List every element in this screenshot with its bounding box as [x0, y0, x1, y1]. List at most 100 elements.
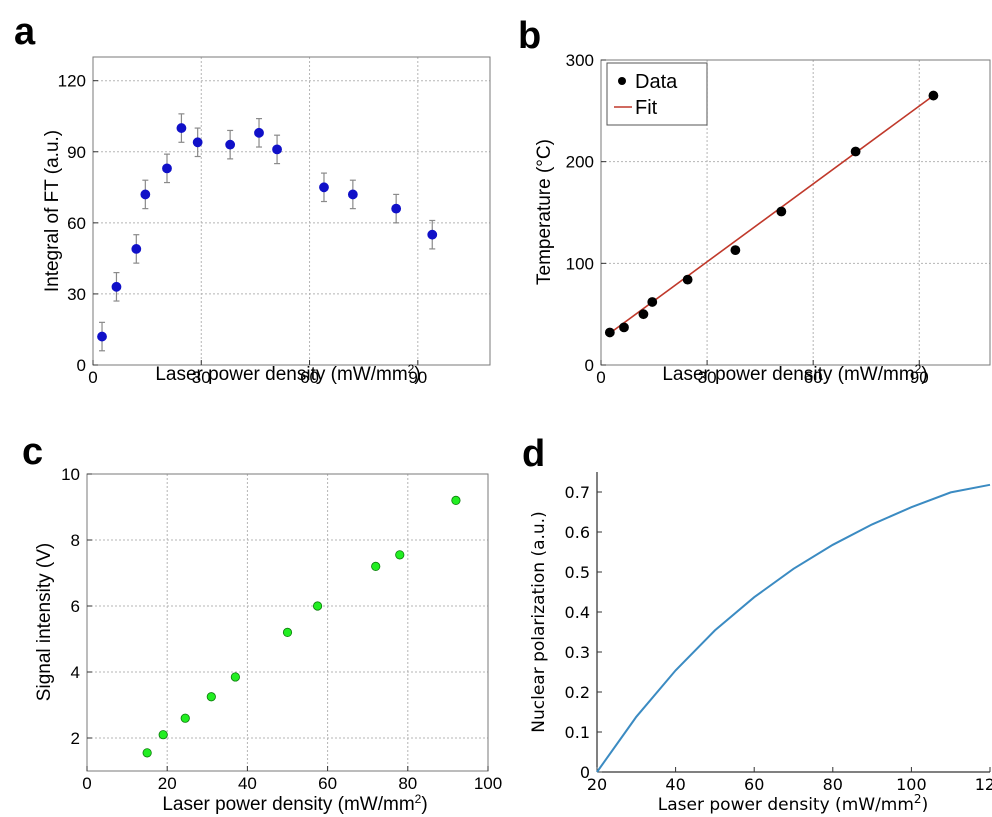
data-point: [319, 182, 329, 193]
x-tick-label: 40: [665, 775, 685, 794]
x-axis-label-superscript: 2: [408, 362, 415, 376]
data-point: [254, 127, 264, 138]
x-axis-label: Laser power density (mW/mm2): [162, 792, 427, 815]
data-point: [176, 123, 187, 133]
data-point: [451, 495, 461, 505]
y-axis-label: Signal intensity (V): [34, 543, 55, 701]
x-axis-label-superscript: 2: [915, 362, 922, 376]
x-axis-label-superscript: 2: [415, 792, 422, 806]
data-point: [158, 730, 168, 740]
x-tick-label: 100: [896, 775, 927, 794]
x-tick-label: 80: [398, 774, 417, 793]
x-tick-label: 40: [238, 774, 257, 793]
panel-label-b: b: [518, 15, 541, 57]
y-tick-label: 0.4: [565, 603, 590, 622]
data-point: [647, 297, 658, 307]
x-axis-label-superscript: 2: [914, 792, 922, 806]
x-axis-label-end: ): [922, 795, 929, 815]
panel-label-a: a: [14, 11, 36, 53]
x-tick-label: 60: [300, 368, 319, 387]
data-point: [140, 189, 151, 200]
x-tick-label: 90: [408, 368, 427, 387]
y-tick-label: 0.3: [565, 643, 590, 662]
data-point: [347, 189, 358, 200]
data-point: [192, 137, 203, 148]
y-axis-label: Nuclear polarization (a.u.): [529, 511, 549, 732]
series-line: [596, 483, 991, 773]
data-point: [97, 331, 107, 342]
x-axis-label-end: ): [414, 364, 420, 385]
data-point: [180, 713, 190, 723]
data-point: [682, 274, 693, 285]
y-tick-label: 8: [71, 531, 80, 550]
legend-label-data: Data: [635, 71, 678, 93]
data-point: [730, 245, 741, 256]
y-tick-label: 0: [580, 763, 590, 782]
x-tick-label: 0: [596, 368, 605, 387]
data-point: [142, 748, 152, 758]
legend-box: [606, 62, 708, 126]
y-tick-label: 0.5: [565, 563, 590, 582]
x-axis-label-end: ): [921, 364, 927, 385]
data-point: [230, 672, 240, 682]
x-tick-label: 20: [587, 775, 607, 794]
y-axis-label: Temperature (°C): [534, 139, 555, 285]
y-tick-label: 10: [61, 465, 80, 484]
x-axis-label: Laser power density (mW/mm2): [155, 362, 420, 385]
y-axis-label: Integral of FT (a.u.): [42, 130, 63, 292]
chart-panel-c: 0 20 40 60 80 100 2 4 6 8 10 Laser power density (m…: [34, 465, 502, 815]
panel-label-d: d: [522, 433, 545, 475]
data-point: [282, 627, 293, 638]
data-point: [395, 550, 405, 560]
plot-frame: [92, 56, 491, 366]
legend-label-fit: Fit: [635, 97, 658, 119]
data-point: [928, 90, 939, 101]
x-tick-label: 0: [88, 368, 97, 387]
x-tick-label: 100: [474, 774, 502, 793]
data-point: [604, 327, 615, 338]
y-tick-label: 0.2: [565, 683, 590, 702]
y-tick-label: 30: [67, 285, 86, 304]
y-tick-label: 0.6: [565, 523, 590, 542]
data-point: [312, 601, 323, 611]
data-point: [131, 244, 142, 254]
x-tick-label: 60: [744, 775, 764, 794]
x-axis-label: Laser power density (mW/mm2): [658, 792, 928, 815]
y-tick-label: 200: [566, 153, 594, 172]
plot-frame: [86, 473, 489, 772]
data-point: [225, 139, 236, 150]
y-tick-label: 60: [67, 214, 86, 233]
legend-marker-data: [618, 77, 626, 85]
data-point: [272, 144, 282, 155]
panel-label-c: c: [22, 431, 43, 473]
x-tick-label: 0: [82, 774, 91, 793]
data-point: [162, 163, 172, 174]
x-tick-label: 90: [910, 368, 929, 387]
x-tick-label: 30: [698, 368, 717, 387]
x-tick-label: 80: [823, 775, 843, 794]
fit-line: [607, 94, 934, 336]
data-point: [391, 203, 402, 214]
y-tick-label: 4: [71, 663, 80, 682]
chart-panel-b: 0 30 60 90 0 100 200 300 Laser power density (mW…: [534, 51, 991, 387]
x-axis-label: Laser power density (mW/mm2): [662, 362, 927, 385]
data-point: [371, 561, 381, 572]
x-axis-label-end: ): [421, 794, 427, 815]
data-point: [427, 229, 438, 240]
y-tick-label: 2: [71, 729, 80, 748]
x-tick-label: 30: [192, 368, 211, 387]
y-tick-label: 0.7: [565, 483, 590, 502]
x-tick-label: 60: [804, 368, 823, 387]
y-tick-label: 100: [566, 254, 594, 273]
chart-panel-d: 20 40 60 80 100 120 0 0.1 0.2 0.3 0.4 0.5 0.6 0.7 Lase…: [529, 472, 992, 815]
chart-panel-a: 0 30 60 90 0 30 60 90 120 Laser power density (mW…: [42, 56, 491, 387]
data-point: [776, 206, 787, 217]
x-tick-label: 20: [158, 774, 177, 793]
y-tick-label: 300: [566, 51, 594, 70]
y-tick-label: 0: [585, 356, 594, 375]
y-tick-label: 0: [77, 356, 86, 375]
data-point: [850, 146, 861, 157]
y-tick-label: 6: [71, 597, 80, 616]
y-tick-label: 90: [67, 143, 86, 162]
